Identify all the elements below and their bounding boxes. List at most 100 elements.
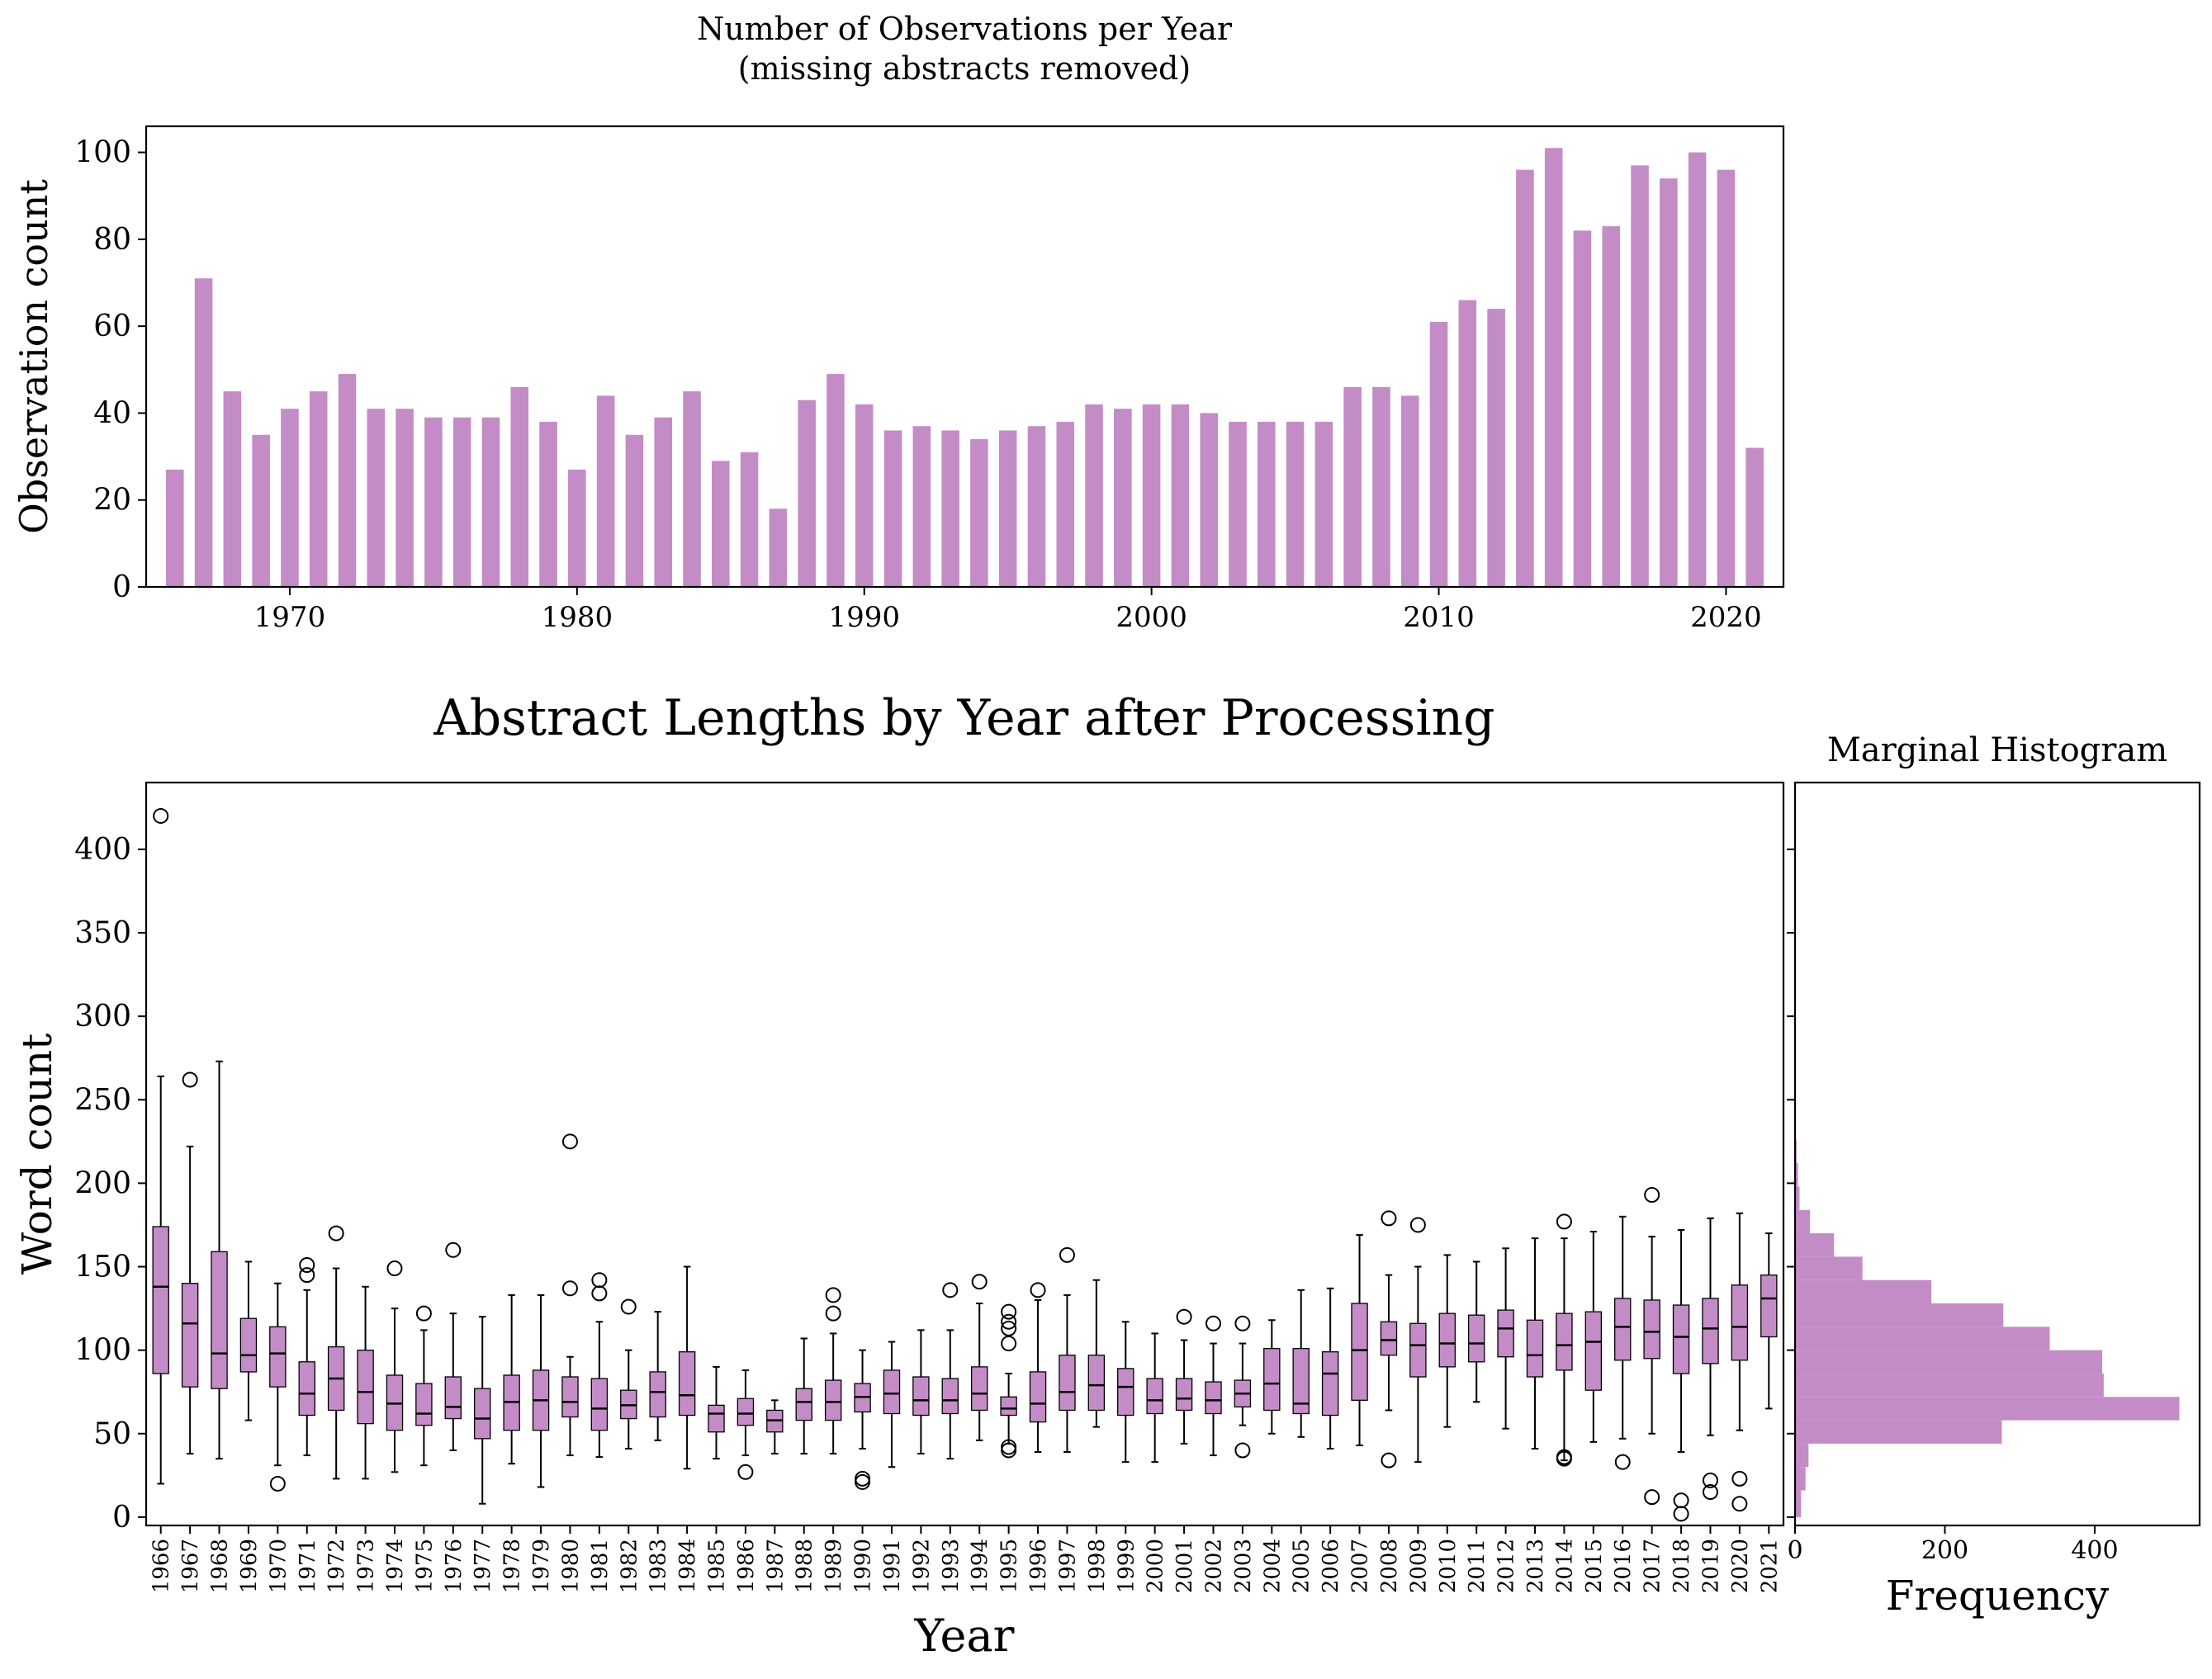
x-tick-label: 1981 bbox=[588, 1539, 613, 1593]
bar bbox=[1745, 447, 1764, 587]
outlier-point bbox=[1702, 1472, 1718, 1488]
y-tick-label: 200 bbox=[74, 1166, 131, 1200]
bar bbox=[1114, 409, 1132, 587]
bar bbox=[338, 374, 357, 587]
x-tick-label: 1986 bbox=[734, 1539, 759, 1593]
boxplot-y-axis-label: Word count bbox=[13, 1033, 61, 1275]
bar bbox=[223, 391, 242, 587]
outlier-point bbox=[591, 1272, 608, 1289]
bar bbox=[1343, 386, 1362, 587]
x-tick-label: 2006 bbox=[1319, 1539, 1343, 1593]
box-1969 bbox=[239, 1260, 258, 1421]
bar bbox=[1631, 165, 1649, 587]
outlier-point bbox=[561, 1280, 578, 1297]
box-1966 bbox=[152, 807, 169, 1485]
bar bbox=[798, 400, 816, 587]
box-body bbox=[1117, 1368, 1134, 1417]
y-tick-label: 80 bbox=[93, 223, 131, 257]
box-body bbox=[1409, 1322, 1427, 1378]
box-body bbox=[1526, 1319, 1544, 1378]
x-tick-label: 1980 bbox=[542, 601, 613, 634]
x-tick-label: 1993 bbox=[939, 1539, 964, 1593]
y-tick-label: 300 bbox=[74, 1000, 131, 1033]
bar bbox=[1027, 426, 1046, 587]
x-tick-label: 1978 bbox=[500, 1539, 525, 1593]
x-tick-label: 0 bbox=[1787, 1536, 1802, 1565]
boxplot-axes: 1966 1967 1968 1969 1970 1971 1972 1973 1974 1975… bbox=[74, 833, 1782, 1593]
bar-chart-axes: 1970 1980 1990 2000 2010 2020 0 20 40 60 80 100 bbox=[74, 136, 1761, 634]
outlier-point bbox=[1381, 1210, 1397, 1227]
bar-chart-panel: Number of Observations per Year (missing … bbox=[12, 11, 1785, 634]
bar bbox=[424, 417, 443, 587]
box-1993 bbox=[941, 1282, 959, 1460]
box-1974 bbox=[386, 1260, 404, 1473]
outlier-point bbox=[825, 1305, 841, 1322]
bar bbox=[452, 417, 471, 587]
box-1973 bbox=[357, 1285, 374, 1480]
bar bbox=[1487, 309, 1505, 587]
x-tick-label: 2009 bbox=[1406, 1539, 1431, 1593]
x-tick-label: 2015 bbox=[1582, 1539, 1607, 1593]
histogram-frame bbox=[1793, 781, 2201, 1527]
y-tick-label: 0 bbox=[112, 1501, 131, 1535]
bar bbox=[1429, 321, 1448, 587]
y-tick-label: 400 bbox=[74, 833, 131, 867]
box-body bbox=[181, 1283, 199, 1388]
bar bbox=[1056, 421, 1075, 587]
box-body bbox=[474, 1388, 491, 1440]
outlier-point bbox=[1409, 1217, 1426, 1233]
x-tick-label: 1973 bbox=[354, 1539, 379, 1593]
box-2005 bbox=[1292, 1289, 1310, 1438]
box-2020 bbox=[1731, 1212, 1749, 1512]
y-tick-label: 0 bbox=[112, 570, 131, 604]
x-tick-label: 1970 bbox=[254, 601, 326, 634]
box-2002 bbox=[1205, 1315, 1222, 1457]
outlier-point bbox=[1176, 1308, 1192, 1325]
bar bbox=[1372, 386, 1390, 587]
bar bbox=[1229, 421, 1247, 587]
outlier-point bbox=[855, 1470, 871, 1487]
bar bbox=[166, 469, 184, 587]
outlier-point bbox=[1556, 1449, 1572, 1465]
histogram-bar bbox=[1795, 1209, 1811, 1234]
y-tick-label: 40 bbox=[93, 396, 131, 430]
box-body bbox=[737, 1398, 755, 1426]
box-1967 bbox=[181, 1071, 199, 1455]
bar bbox=[855, 404, 874, 587]
histogram-bar bbox=[1795, 1467, 1806, 1491]
box-1990 bbox=[854, 1349, 871, 1490]
outlier-point bbox=[1673, 1506, 1689, 1522]
bar bbox=[539, 421, 557, 587]
box-body bbox=[1087, 1355, 1106, 1412]
outlier-point bbox=[942, 1282, 959, 1298]
bar bbox=[1400, 395, 1419, 587]
box-body bbox=[298, 1361, 315, 1417]
boxplot-frame bbox=[144, 781, 1785, 1527]
x-tick-label: 1982 bbox=[617, 1539, 642, 1593]
outlier-point bbox=[328, 1225, 344, 1242]
box-1980 bbox=[561, 1133, 579, 1457]
x-tick-label: 1988 bbox=[793, 1539, 817, 1593]
bar bbox=[712, 461, 730, 587]
y-tick-label: 100 bbox=[74, 1334, 131, 1368]
x-tick-label: 1975 bbox=[412, 1539, 437, 1593]
x-tick-label: 2010 bbox=[1403, 601, 1475, 634]
outlier-point bbox=[299, 1256, 315, 1273]
box-body bbox=[152, 1226, 169, 1374]
bar-chart-title-line: (missing abstracts removed) bbox=[738, 50, 1191, 87]
box-body bbox=[1380, 1321, 1398, 1356]
bar bbox=[1717, 169, 1736, 587]
box-body bbox=[1029, 1371, 1047, 1423]
histogram-bars bbox=[1795, 1139, 2180, 1517]
x-tick-label: 1967 bbox=[178, 1539, 203, 1593]
x-tick-label: 1977 bbox=[471, 1539, 495, 1593]
box-2018 bbox=[1672, 1229, 1690, 1522]
box-body bbox=[1292, 1347, 1310, 1415]
bar bbox=[1171, 404, 1190, 587]
x-tick-label: 2007 bbox=[1348, 1539, 1373, 1593]
bar bbox=[281, 409, 299, 587]
histogram-bar bbox=[1795, 1443, 1809, 1468]
histogram-bar bbox=[1795, 1420, 2002, 1444]
box-1975 bbox=[415, 1305, 433, 1467]
x-tick-label: 1972 bbox=[324, 1539, 349, 1593]
